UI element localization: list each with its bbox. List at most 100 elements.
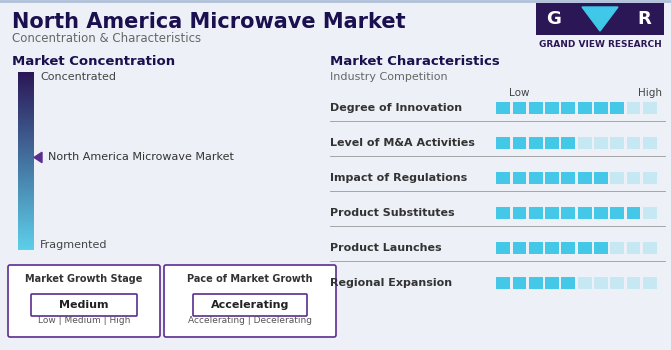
- Bar: [18, 174, 34, 175]
- Bar: [18, 97, 34, 98]
- Bar: [18, 171, 34, 172]
- Bar: [18, 110, 34, 111]
- Bar: [18, 161, 34, 162]
- Bar: [18, 120, 34, 121]
- FancyBboxPatch shape: [31, 294, 137, 316]
- Bar: [18, 247, 34, 248]
- Bar: [627, 102, 640, 114]
- Bar: [18, 116, 34, 117]
- Bar: [18, 150, 34, 151]
- Bar: [18, 114, 34, 115]
- Text: Medium: Medium: [59, 300, 109, 310]
- Text: Pace of Market Growth: Pace of Market Growth: [187, 274, 313, 284]
- Text: Industry Competition: Industry Competition: [330, 72, 448, 82]
- Bar: [18, 179, 34, 180]
- Text: Level of M&A Activities: Level of M&A Activities: [330, 138, 475, 148]
- Bar: [18, 222, 34, 223]
- Bar: [18, 170, 34, 171]
- Bar: [18, 100, 34, 101]
- Bar: [513, 207, 526, 219]
- Bar: [18, 148, 34, 149]
- Bar: [18, 108, 34, 110]
- Bar: [611, 172, 624, 184]
- Bar: [18, 89, 34, 90]
- Text: Accelerating | Decelerating: Accelerating | Decelerating: [188, 316, 312, 325]
- Bar: [18, 207, 34, 208]
- Bar: [513, 242, 526, 254]
- Bar: [18, 162, 34, 163]
- Bar: [643, 137, 657, 149]
- Bar: [18, 189, 34, 190]
- Bar: [18, 220, 34, 222]
- Bar: [594, 137, 608, 149]
- Bar: [18, 129, 34, 130]
- Bar: [18, 152, 34, 153]
- Bar: [578, 172, 592, 184]
- Bar: [18, 206, 34, 207]
- Bar: [18, 124, 34, 125]
- Bar: [18, 176, 34, 177]
- Bar: [18, 239, 34, 240]
- Bar: [18, 102, 34, 103]
- Bar: [562, 137, 575, 149]
- Bar: [18, 183, 34, 184]
- Bar: [545, 137, 559, 149]
- Polygon shape: [34, 152, 42, 163]
- Bar: [627, 277, 640, 289]
- Bar: [18, 242, 34, 243]
- Bar: [18, 223, 34, 224]
- Bar: [18, 137, 34, 138]
- Bar: [18, 216, 34, 217]
- Bar: [18, 155, 34, 156]
- Bar: [497, 207, 510, 219]
- Bar: [497, 277, 510, 289]
- FancyBboxPatch shape: [164, 265, 336, 337]
- Bar: [18, 86, 34, 87]
- Bar: [18, 136, 34, 137]
- Text: Market Growth Stage: Market Growth Stage: [25, 274, 143, 284]
- Bar: [513, 102, 526, 114]
- Bar: [18, 173, 34, 174]
- Bar: [594, 172, 608, 184]
- Bar: [18, 190, 34, 191]
- Bar: [18, 126, 34, 127]
- Bar: [611, 137, 624, 149]
- Text: Low | Medium | High: Low | Medium | High: [38, 316, 130, 325]
- Bar: [643, 102, 657, 114]
- Bar: [18, 75, 34, 76]
- Bar: [18, 144, 34, 145]
- FancyBboxPatch shape: [193, 294, 307, 316]
- Bar: [18, 122, 34, 123]
- Bar: [18, 78, 34, 79]
- Text: Concentration & Characteristics: Concentration & Characteristics: [12, 32, 201, 45]
- Bar: [18, 235, 34, 236]
- Bar: [18, 105, 34, 106]
- Bar: [18, 181, 34, 182]
- Bar: [18, 128, 34, 129]
- Bar: [578, 137, 592, 149]
- Bar: [18, 156, 34, 158]
- Bar: [18, 153, 34, 154]
- Bar: [18, 167, 34, 168]
- Text: North America Microwave Market: North America Microwave Market: [48, 153, 234, 162]
- Bar: [18, 135, 34, 136]
- Bar: [18, 121, 34, 122]
- Bar: [18, 104, 34, 105]
- Bar: [18, 130, 34, 131]
- Bar: [18, 249, 34, 250]
- Bar: [18, 88, 34, 89]
- Bar: [578, 102, 592, 114]
- Text: Degree of Innovation: Degree of Innovation: [330, 103, 462, 113]
- Bar: [18, 142, 34, 143]
- Bar: [18, 204, 34, 205]
- Bar: [18, 193, 34, 194]
- Text: G: G: [546, 10, 561, 28]
- Bar: [18, 203, 34, 204]
- Bar: [18, 111, 34, 112]
- Bar: [497, 242, 510, 254]
- Bar: [513, 172, 526, 184]
- Bar: [18, 99, 34, 100]
- Bar: [578, 207, 592, 219]
- Bar: [18, 115, 34, 116]
- Bar: [529, 277, 543, 289]
